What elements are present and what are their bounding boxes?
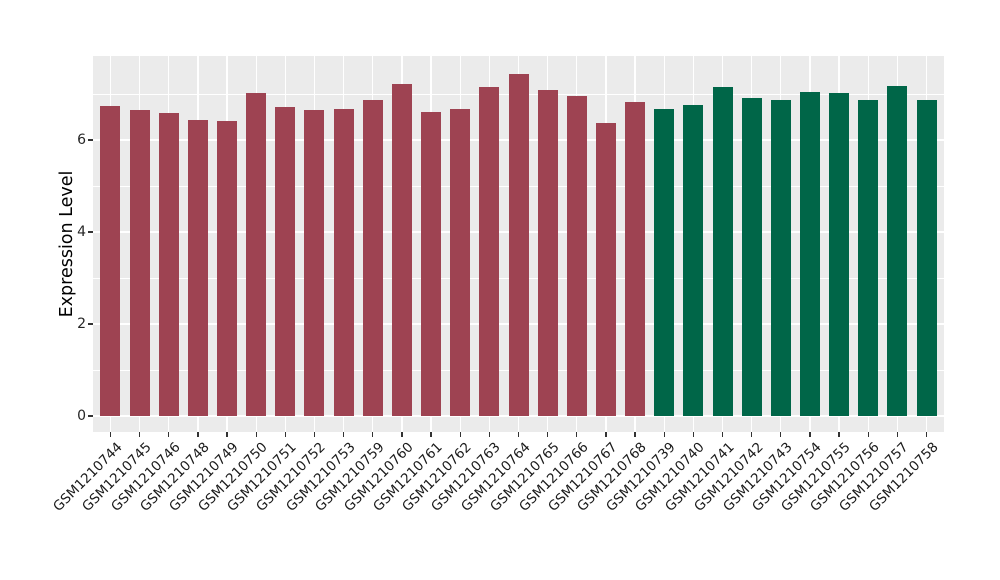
bar	[479, 86, 500, 416]
bar	[916, 100, 937, 416]
bar	[537, 89, 558, 416]
bar	[799, 92, 820, 416]
x-tick	[663, 432, 665, 437]
x-tick	[896, 432, 898, 437]
x-tick	[430, 432, 432, 437]
y-tick	[88, 139, 93, 141]
y-tick	[88, 231, 93, 233]
bar	[362, 99, 383, 416]
bar	[275, 106, 296, 416]
x-tick	[197, 432, 199, 437]
bar	[158, 113, 179, 416]
x-tick	[809, 432, 811, 437]
x-tick	[343, 432, 345, 437]
bar	[391, 84, 412, 416]
bar	[508, 73, 529, 416]
x-tick	[226, 432, 228, 437]
bar	[450, 109, 471, 416]
x-tick	[139, 432, 141, 437]
x-tick	[517, 432, 520, 437]
bar	[246, 93, 267, 416]
x-tick	[401, 432, 403, 437]
y-tick-label: 2	[77, 316, 86, 332]
bar	[187, 119, 208, 416]
x-tick	[109, 432, 112, 437]
y-tick	[88, 323, 93, 325]
x-tick	[168, 432, 170, 437]
x-tick	[459, 432, 461, 437]
x-tick	[751, 432, 753, 437]
x-tick	[313, 432, 316, 437]
x-tick	[692, 432, 694, 437]
bar	[712, 87, 733, 416]
bar	[595, 123, 616, 416]
bar	[625, 101, 646, 416]
y-tick-label: 4	[77, 224, 86, 240]
bar	[741, 98, 762, 416]
x-tick	[838, 432, 840, 437]
bar	[304, 110, 325, 416]
bar	[858, 100, 879, 416]
bar	[566, 95, 587, 416]
y-tick-label: 0	[77, 408, 86, 424]
x-tick	[780, 432, 782, 437]
x-tick	[634, 432, 636, 437]
bar	[887, 85, 908, 416]
plot-panel	[93, 56, 944, 432]
x-tick	[605, 432, 607, 437]
x-tick	[547, 432, 549, 437]
bar	[829, 93, 850, 416]
bar	[683, 105, 704, 416]
bar	[217, 120, 238, 416]
x-tick	[488, 432, 490, 437]
x-tick	[255, 432, 257, 437]
y-tick	[88, 415, 93, 417]
x-tick	[721, 432, 724, 437]
y-tick-label: 6	[77, 132, 86, 148]
x-tick	[867, 432, 869, 437]
bar	[654, 109, 675, 416]
x-tick	[284, 432, 286, 437]
bar	[333, 109, 354, 416]
bar	[100, 105, 121, 416]
bar	[129, 110, 150, 416]
bar	[770, 100, 791, 416]
x-tick	[372, 432, 374, 437]
x-tick	[925, 432, 928, 437]
bar	[421, 112, 442, 416]
x-tick	[576, 432, 578, 437]
